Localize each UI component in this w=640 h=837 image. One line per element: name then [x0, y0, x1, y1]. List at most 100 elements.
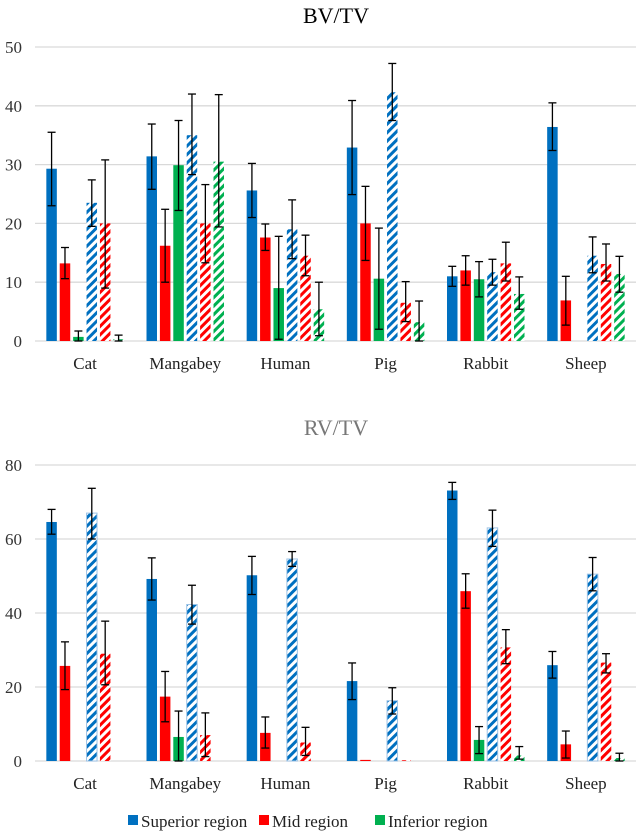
error-bar: [301, 726, 310, 757]
error-bar: [461, 573, 470, 609]
bar-mid-region-solid-pig: [360, 759, 371, 761]
error-bar: [247, 555, 256, 596]
chart-title-bvtv: BV/TV: [303, 3, 369, 28]
y-tick-label: 40: [5, 604, 22, 623]
bar-mid-region-solid-rabbit: [460, 270, 471, 341]
error-bar: [247, 162, 256, 219]
y-tick-label: 20: [5, 214, 22, 233]
error-bar: [201, 712, 210, 758]
x-tick-label: Mangabey: [149, 354, 221, 373]
error-bar: [161, 670, 170, 723]
bar-mid-region-solid-cat: [59, 263, 71, 341]
bar-inferior-region-hatched-mangabey: [213, 161, 224, 341]
chart-title-rvtv: RV/TV: [304, 415, 368, 440]
bar-superior-region-solid-human: [246, 575, 258, 761]
error-bar: [461, 255, 470, 286]
bar-mid-region-solid-mangabey: [159, 696, 171, 761]
x-tick-label: Sheep: [565, 774, 607, 793]
error-bar: [615, 752, 624, 762]
error-bar: [147, 557, 156, 601]
bar-mid-region-solid-mangabey: [159, 245, 171, 341]
error-bar: [174, 710, 183, 762]
plot-bvtv: 0 10 20 30 40 50 Cat Mangabey Human Pig Rabbit Shee…: [5, 38, 636, 373]
bar-superior-region-solid-sheep: [547, 665, 558, 761]
bar-superior-region-hatched-human: [286, 229, 298, 341]
bar-superior-region-hatched-mangabey: [186, 135, 198, 341]
error-bar: [214, 93, 223, 228]
error-bar: [561, 275, 570, 326]
error-bar: [361, 185, 370, 262]
legend-label: Mid region: [272, 812, 349, 831]
error-bar: [261, 716, 270, 749]
error-bar: [401, 280, 410, 323]
legend-label: Superior region: [141, 812, 248, 831]
error-bar: [488, 258, 497, 286]
bar-superior-region-solid-pig: [346, 147, 358, 341]
bar-mid-region-hatched-cat: [99, 653, 111, 761]
bar-mid-region-hatched-rabbit: [500, 647, 512, 761]
error-bar: [101, 620, 110, 686]
bar-inferior-region-solid-rabbit: [473, 279, 485, 341]
bar-superior-region-hatched-mangabey: [186, 603, 198, 762]
bar-superior-region-solid-mangabey: [146, 156, 157, 341]
bar-superior-region-hatched-cat: [86, 202, 98, 341]
error-bar: [388, 687, 397, 715]
x-tick-label: Rabbit: [463, 774, 509, 793]
legend-swatch-mid-region: [259, 815, 269, 825]
error-bar: [74, 330, 83, 342]
bar-superior-region-solid-mangabey: [146, 578, 157, 761]
error-bar: [448, 265, 457, 287]
x-tick-label: Cat: [73, 774, 97, 793]
legend: Superior region Mid region Inferior region: [128, 812, 488, 831]
error-bar: [47, 508, 56, 535]
error-bar: [187, 93, 196, 176]
bar-superior-region-solid-cat: [46, 521, 57, 761]
error-bar: [274, 235, 283, 340]
bar-mid-region-hatched-sheep: [600, 263, 612, 341]
y-tick-label: 30: [5, 156, 22, 175]
bar-mid-region-solid-cat: [59, 665, 71, 761]
bar-superior-region-hatched-rabbit: [486, 527, 499, 762]
error-bar: [475, 260, 484, 298]
error-bar: [60, 246, 69, 280]
error-bar: [388, 62, 397, 122]
error-bar: [561, 730, 570, 759]
bar-superior-region-solid-pig: [346, 681, 358, 761]
error-bar: [501, 241, 510, 282]
error-bar: [314, 281, 323, 337]
error-bar: [47, 131, 56, 207]
x-tick-label: Pig: [374, 774, 397, 793]
bar-superior-region-solid-cat: [46, 168, 57, 341]
error-bar: [448, 481, 457, 501]
bar-inferior-region-hatched-rabbit: [514, 293, 525, 341]
bar-superior-region-hatched-pig: [387, 92, 398, 341]
y-tick-label: 40: [5, 97, 22, 116]
error-bar: [501, 629, 510, 665]
y-tick-label: 20: [5, 678, 22, 697]
y-tick-label: 50: [5, 38, 22, 57]
bar-superior-region-solid-sheep: [547, 126, 558, 341]
error-bar: [147, 123, 156, 190]
y-tick-label: 0: [14, 332, 23, 351]
y-tick-label: 10: [5, 273, 22, 292]
x-tick-label: Pig: [374, 354, 397, 373]
error-bar: [515, 745, 524, 760]
legend-label: Inferior region: [388, 812, 488, 831]
error-bar: [415, 300, 424, 342]
bar-inferior-region-hatched-sheep: [614, 273, 625, 341]
error-bar: [488, 509, 497, 548]
y-tick-label: 60: [5, 530, 22, 549]
legend-swatch-inferior-region: [375, 815, 385, 825]
error-bar: [475, 725, 484, 755]
bar-mid-region-hatched-sheep: [600, 662, 612, 761]
bar-mid-region-hatched-rabbit: [500, 263, 512, 341]
bar-superior-region-hatched-sheep: [587, 255, 598, 341]
x-tick-label: Cat: [73, 354, 97, 373]
error-bar: [87, 487, 96, 540]
bar-superior-region-hatched-human: [286, 558, 298, 762]
bar-mid-region-solid-rabbit: [460, 591, 471, 761]
error-bar: [548, 102, 557, 152]
x-tick-label: Sheep: [565, 354, 607, 373]
bar-inferior-region-solid-mangabey: [173, 165, 184, 341]
error-bar: [588, 556, 597, 592]
